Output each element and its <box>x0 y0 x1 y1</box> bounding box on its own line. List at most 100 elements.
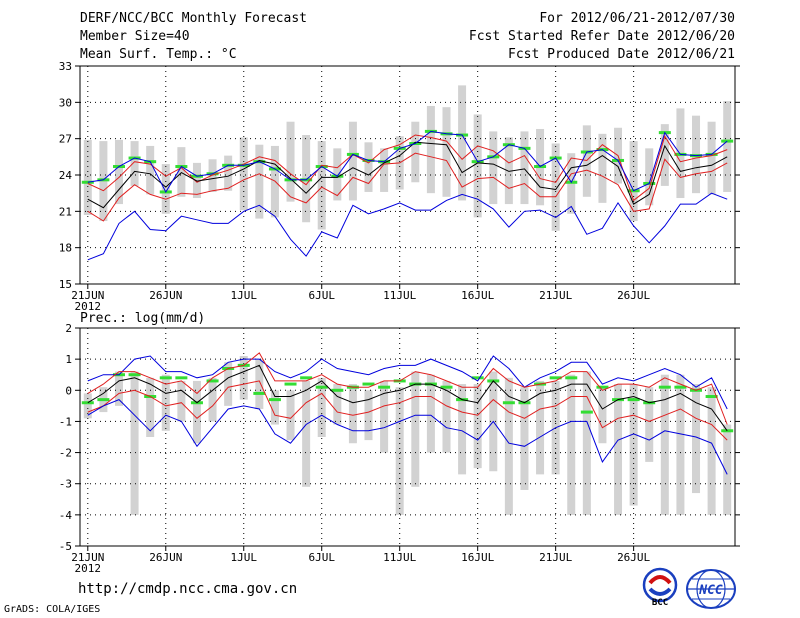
panel1-spread-box <box>707 121 716 195</box>
panel2-spread-box <box>364 390 373 441</box>
panel1-ytick-label: 21 <box>59 205 72 218</box>
panel2-spread-box <box>395 387 404 515</box>
panel1-spread-box <box>255 144 264 219</box>
source-url[interactable]: http://cmdp.ncc.cma.gov.cn <box>78 581 298 597</box>
panel2-xtick-label: 21JUN <box>71 551 104 564</box>
panel2-spread-box <box>723 424 732 515</box>
panel2-spread-box <box>161 374 170 431</box>
panel1-spread-box <box>598 133 607 203</box>
panel2-spread-box <box>286 390 295 441</box>
panel1-spread-box <box>177 147 186 197</box>
panel1-xtick-label: 21JUN <box>71 289 104 302</box>
panel1-spread-box <box>411 121 420 183</box>
panel1-spread-box <box>83 139 92 215</box>
panel2-ytick-label: -2 <box>59 447 72 460</box>
panel1-series-lower <box>87 152 728 222</box>
panel2-series-min <box>87 399 728 475</box>
panel2-spread-box <box>426 374 435 453</box>
panel1-spread-box <box>442 107 451 197</box>
panel1-ytick-label: 15 <box>59 278 72 291</box>
panel2-series-lower <box>87 380 728 441</box>
panel1-series-min <box>87 130 728 194</box>
panel2-spread-box <box>504 377 513 515</box>
panel1-year-label: 2012 <box>75 300 102 313</box>
produced-date: Fcst Produced Date 2012/06/21 <box>508 47 735 62</box>
panel1-spread-box <box>473 114 482 218</box>
panel2-spread-box <box>224 362 233 406</box>
panel2-spread-box <box>692 384 701 494</box>
prec-title: Prec.: log(mm/d) <box>80 311 206 326</box>
panel1-spread-box <box>645 148 654 206</box>
panel1-spread-box <box>239 137 248 211</box>
panel2-ytick-label: 0 <box>65 384 72 397</box>
panel1-series-max <box>87 192 728 261</box>
panel1-spread-box <box>286 121 295 202</box>
panel1-spread-box <box>723 101 732 192</box>
panel2-series-mean <box>87 364 728 432</box>
panel1-spread-box <box>317 141 326 230</box>
panel2-spread-box <box>614 384 623 515</box>
panel1-xtick-label: 16JUL <box>461 289 494 302</box>
panel2-spread-box <box>458 384 467 475</box>
panel2-spread-box <box>317 377 326 437</box>
panel2-series-upper <box>87 352 728 425</box>
panel2-spread-box <box>114 371 123 406</box>
panel1-spread-box <box>208 159 217 192</box>
panel1-spread-box <box>426 105 435 194</box>
panel2-spread-box <box>348 384 357 444</box>
panel1-spread-box <box>380 148 389 192</box>
panel1-spread-box <box>130 141 139 186</box>
panel2-ytick-label: -3 <box>59 478 72 491</box>
bcc-logo-text: BCC <box>652 598 668 607</box>
panel2-ytick-label: -5 <box>59 540 72 553</box>
panel2-ytick-label: 2 <box>65 322 72 335</box>
panel2-xtick-label: 26JUN <box>149 551 182 564</box>
panel1-spread-box <box>114 139 123 205</box>
panel2-spread-box <box>442 380 451 453</box>
panel1-xtick-label: 26JUL <box>617 289 650 302</box>
member-size: Member Size=40 <box>80 29 190 44</box>
panel2-xtick-label: 6JUL <box>308 551 335 564</box>
panel2-spread-box <box>192 380 201 444</box>
panel1-ytick-label: 24 <box>59 169 73 182</box>
panel2-spread-box <box>536 380 545 475</box>
panel2-spread-box <box>208 377 217 422</box>
panel2-spread-box <box>582 371 591 515</box>
panel2-year-label: 2012 <box>75 562 102 575</box>
panel2-spread-box <box>473 384 482 469</box>
panel1-spread-box <box>504 137 513 205</box>
panel1-ytick-label: 30 <box>59 96 72 109</box>
panel2-xtick-label: 16JUL <box>461 551 494 564</box>
panel1-xtick-label: 21JUL <box>539 289 572 302</box>
variable-label: Mean Surf. Temp.: °C <box>80 47 237 62</box>
panel1-xtick-label: 26JUN <box>149 289 182 302</box>
panel2-spread-box <box>255 359 264 409</box>
chart-title: DERF/NCC/BCC Monthly Forecast <box>80 11 307 26</box>
panel2-spread-box <box>146 377 155 437</box>
panel1-ytick-label: 18 <box>59 242 72 255</box>
panel1-spread-box <box>458 85 467 201</box>
panel2-spread-box <box>239 356 248 400</box>
panel2-spread-box <box>83 393 92 419</box>
panel2-spread-box <box>707 387 716 515</box>
panel2-spread-box <box>676 374 685 515</box>
panel2-spread-box <box>302 380 311 487</box>
panel1-spread-box <box>192 162 201 199</box>
ncc-logo-text: NCC <box>698 583 723 598</box>
panel1-spread-box <box>551 143 560 231</box>
panel2-spread-box <box>380 380 389 453</box>
panel2-spread-box <box>598 387 607 444</box>
panel1-spread-box <box>520 131 529 205</box>
panel1-spread-box <box>582 125 591 197</box>
panel2-spread-box <box>333 384 342 425</box>
start-date: Fcst Started Refer Date 2012/06/20 <box>468 29 735 44</box>
panel2-spread-box <box>130 371 139 515</box>
panel2-ytick-label: -4 <box>59 509 73 522</box>
panel1-spread-box <box>489 131 498 205</box>
panel1-ytick-label: 27 <box>59 133 72 146</box>
panel2-spread-box <box>629 384 638 506</box>
panel2-ytick-label: 1 <box>65 353 72 366</box>
panel2-spread-box <box>411 371 420 487</box>
panel2-spread-box <box>177 380 186 422</box>
